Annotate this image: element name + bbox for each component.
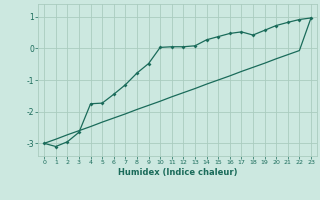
X-axis label: Humidex (Indice chaleur): Humidex (Indice chaleur) <box>118 168 237 177</box>
